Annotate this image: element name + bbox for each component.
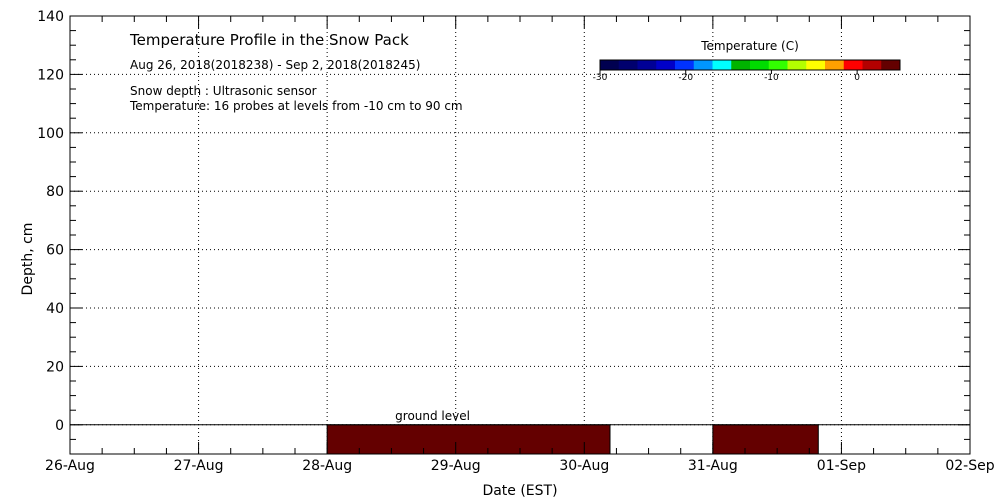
- colorbar-swatch: [712, 60, 732, 70]
- x-tick-label: 29-Aug: [431, 458, 481, 474]
- colorbar-swatch: [675, 60, 695, 70]
- colorbar-swatch: [825, 60, 845, 70]
- note-temperature: Temperature: 16 probes at levels from -1…: [129, 99, 463, 113]
- colorbar-tick-label: -30: [593, 73, 608, 83]
- colorbar-swatch: [693, 60, 713, 70]
- colorbar-swatch: [618, 60, 638, 70]
- colorbar-swatch: [656, 60, 676, 70]
- y-tick-label: 120: [37, 67, 64, 83]
- colorbar-swatch: [787, 60, 807, 70]
- colorbar-frame: [599, 59, 901, 71]
- note-snow-depth: Snow depth : Ultrasonic sensor: [130, 84, 317, 98]
- plot-frame: [69, 15, 971, 455]
- y-tick-label: 20: [46, 359, 64, 375]
- x-tick-label: 01-Sep: [817, 458, 866, 474]
- colorbar-tick-label: -20: [678, 73, 693, 83]
- y-tick-labels: 0 20 40 60 80 100 120 140: [37, 9, 64, 434]
- colorbar-swatch: [750, 60, 770, 70]
- x-tick-label: 28-Aug: [302, 458, 352, 474]
- x-tick-label: 26-Aug: [45, 458, 95, 474]
- colorbar-swatch: [806, 60, 826, 70]
- colorbar-tick-label: 0: [854, 73, 860, 83]
- colorbar-swatch: [600, 60, 620, 70]
- colorbar-ticks: -30 -20 -10 0: [593, 70, 860, 83]
- grid-lines: [70, 16, 970, 454]
- x-tick-labels: 26-Aug 27-Aug 28-Aug 29-Aug 30-Aug 31-Aug 01-S…: [45, 458, 995, 474]
- temperature-segment: [712, 424, 819, 455]
- chart-subtitle: Aug 26, 2018(2018238) - Sep 2, 2018(2018…: [130, 58, 421, 72]
- colorbar-swatch: [731, 60, 751, 70]
- colorbar-swatch: [881, 60, 901, 70]
- x-tick-label: 02-Sep: [945, 458, 994, 474]
- y-tick-label: 60: [46, 243, 64, 259]
- colorbar-legend: Temperature (C) -30 -20 -10 0: [593, 39, 901, 83]
- y-tick-label: 40: [46, 301, 64, 317]
- x-tick-label: 30-Aug: [559, 458, 609, 474]
- y-tick-label: 140: [37, 9, 64, 25]
- colorbar-swatch: [862, 60, 882, 70]
- colorbar-swatch: [768, 60, 788, 70]
- x-tick-label: 27-Aug: [174, 458, 224, 474]
- colorbar-swatches: [600, 60, 901, 70]
- colorbar-tick-label: -10: [764, 73, 779, 83]
- temperature-segment: [326, 424, 611, 455]
- y-axis-label: Depth, cm: [20, 223, 36, 296]
- colorbar-title: Temperature (C): [700, 39, 799, 53]
- colorbar-swatch: [637, 60, 657, 70]
- x-tick-label: 31-Aug: [688, 458, 738, 474]
- axis-ticks: [69, 15, 971, 455]
- y-tick-label: 0: [55, 418, 64, 434]
- y-tick-label: 100: [37, 126, 64, 142]
- colorbar-swatch: [843, 60, 863, 70]
- temperature-segments: [326, 424, 819, 455]
- ground-level-label: ground level: [395, 409, 470, 423]
- chart-title: Temperature Profile in the Snow Pack: [129, 31, 409, 49]
- x-axis-label: Date (EST): [482, 483, 557, 499]
- y-tick-label: 80: [46, 184, 64, 200]
